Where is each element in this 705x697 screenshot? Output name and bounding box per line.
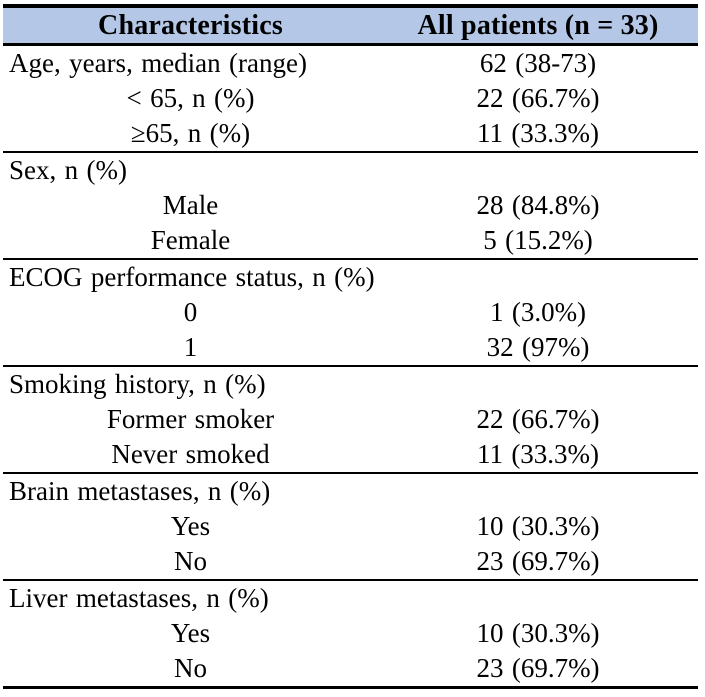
section-value bbox=[378, 473, 698, 509]
table-row: Yes 10 (30.3%) bbox=[3, 616, 698, 651]
section-header-row: ECOG performance status, n (%) bbox=[3, 259, 698, 295]
section-liver-metastases: Liver metastases, n (%) Yes 10 (30.3%) N… bbox=[3, 580, 698, 688]
row-label: 0 bbox=[183, 297, 198, 327]
section-header-row: Sex, n (%) bbox=[3, 152, 698, 188]
row-value: 23 (69.7%) bbox=[476, 653, 600, 683]
row-label: 1 bbox=[183, 332, 198, 362]
row-value: 10 (30.3%) bbox=[476, 618, 600, 648]
table-row: ≥65, n (%) 11 (33.3%) bbox=[3, 116, 698, 152]
section-header-row: Age, years, median (range) 62 (38-73) bbox=[3, 45, 698, 82]
section-value bbox=[378, 580, 698, 616]
section-label: ECOG performance status, n (%) bbox=[9, 262, 375, 292]
table-row: 0 1 (3.0%) bbox=[3, 295, 698, 330]
row-label: Former smoker bbox=[106, 404, 275, 434]
row-label: ≥65, n (%) bbox=[130, 118, 251, 148]
row-value: 11 (33.3%) bbox=[476, 439, 600, 469]
section-label: Smoking history, n (%) bbox=[9, 369, 266, 399]
row-label: Yes bbox=[170, 511, 211, 541]
table-row: Female 5 (15.2%) bbox=[3, 223, 698, 259]
row-value: 23 (69.7%) bbox=[476, 546, 600, 576]
row-label: No bbox=[174, 653, 207, 683]
row-value: 11 (33.3%) bbox=[476, 118, 600, 148]
section-label: Sex, n (%) bbox=[9, 155, 127, 185]
section-ecog: ECOG performance status, n (%) 0 1 (3.0%… bbox=[3, 259, 698, 366]
section-smoking: Smoking history, n (%) Former smoker 22 … bbox=[3, 366, 698, 473]
row-label: < 65, n (%) bbox=[126, 83, 255, 113]
section-value bbox=[378, 366, 698, 402]
row-label: Male bbox=[162, 190, 219, 220]
section-age: Age, years, median (range) 62 (38-73) < … bbox=[3, 45, 698, 153]
section-label: Age, years, median (range) bbox=[9, 48, 307, 78]
table-head: Characteristics All patients (n = 33) bbox=[3, 6, 698, 46]
table-row: Yes 10 (30.3%) bbox=[3, 509, 698, 544]
table-row: Never smoked 11 (33.3%) bbox=[3, 437, 698, 473]
section-label: Brain metastases, n (%) bbox=[9, 476, 271, 506]
section-value bbox=[378, 152, 698, 188]
table-row: < 65, n (%) 22 (66.7%) bbox=[3, 81, 698, 116]
section-value: 62 (38-73) bbox=[479, 48, 597, 78]
section-header-row: Brain metastases, n (%) bbox=[3, 473, 698, 509]
section-label: Liver metastases, n (%) bbox=[9, 583, 269, 613]
table-row: Former smoker 22 (66.7%) bbox=[3, 402, 698, 437]
section-value bbox=[378, 259, 698, 295]
row-value: 5 (15.2%) bbox=[483, 225, 593, 255]
table-header-row: Characteristics All patients (n = 33) bbox=[3, 6, 698, 46]
section-header-row: Smoking history, n (%) bbox=[3, 366, 698, 402]
row-label: No bbox=[174, 546, 207, 576]
row-value: 22 (66.7%) bbox=[476, 83, 600, 113]
row-label: Never smoked bbox=[111, 439, 270, 469]
column-header-all-patients: All patients (n = 33) bbox=[378, 6, 698, 46]
row-label: Female bbox=[150, 225, 231, 255]
table-row: 1 32 (97%) bbox=[3, 330, 698, 366]
row-label: Yes bbox=[170, 618, 211, 648]
section-brain-metastases: Brain metastases, n (%) Yes 10 (30.3%) N… bbox=[3, 473, 698, 580]
table-row: Male 28 (84.8%) bbox=[3, 188, 698, 223]
section-sex: Sex, n (%) Male 28 (84.8%) Female 5 (15.… bbox=[3, 152, 698, 259]
row-value: 32 (97%) bbox=[486, 332, 590, 362]
section-header-row: Liver metastases, n (%) bbox=[3, 580, 698, 616]
table-row: No 23 (69.7%) bbox=[3, 651, 698, 688]
row-value: 10 (30.3%) bbox=[476, 511, 600, 541]
patient-characteristics-table: Characteristics All patients (n = 33) Ag… bbox=[3, 4, 698, 689]
row-value: 22 (66.7%) bbox=[476, 404, 600, 434]
row-value: 1 (3.0%) bbox=[489, 297, 587, 327]
column-header-characteristics: Characteristics bbox=[3, 6, 378, 46]
table-row: No 23 (69.7%) bbox=[3, 544, 698, 580]
row-value: 28 (84.8%) bbox=[476, 190, 600, 220]
